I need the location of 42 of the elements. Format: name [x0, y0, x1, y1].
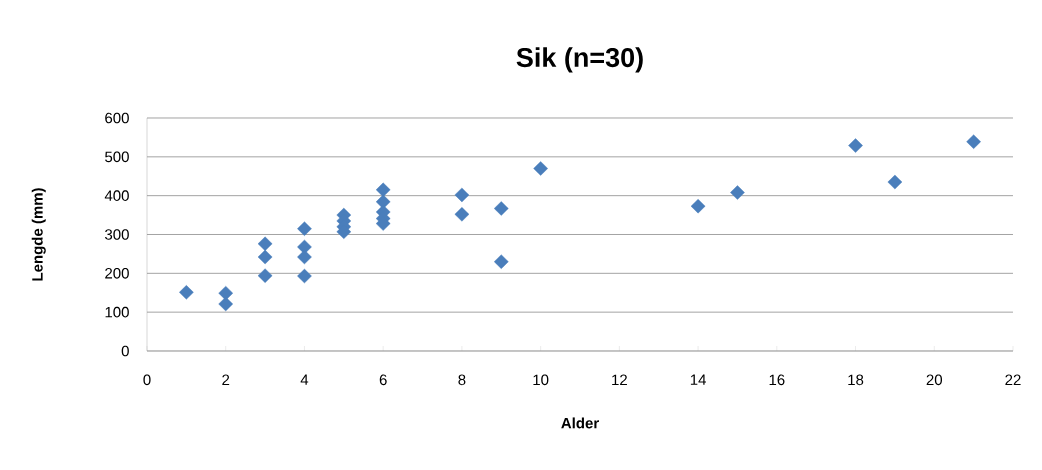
chart-title: Sik (n=30) [516, 47, 643, 73]
y-tick-label: 0 [121, 345, 129, 357]
point [297, 268, 312, 284]
point [218, 285, 234, 301]
y-tick-label: 400 [104, 190, 129, 201]
point [375, 182, 391, 198]
x-tick-label: 16 [769, 374, 785, 386]
y-tick-label: 300 [105, 229, 129, 240]
y-tick-label: 200 [105, 268, 129, 279]
point [454, 207, 470, 222]
x-tick-label: 8 [458, 374, 466, 386]
point [257, 236, 273, 252]
x-tick-label: 18 [848, 374, 864, 386]
x-tick-label: 14 [690, 374, 706, 385]
x-tick-label: 2 [222, 374, 230, 385]
point [730, 185, 745, 200]
x-tick-label: 10 [533, 374, 549, 386]
y-tick-label: 500 [105, 151, 129, 163]
point [493, 201, 509, 216]
point [690, 198, 706, 214]
y-tick-label: 100 [105, 306, 129, 318]
point [966, 134, 981, 149]
x-tick-label: 0 [143, 374, 151, 386]
point [887, 174, 903, 190]
point [257, 268, 273, 283]
x-tick-label: 20 [926, 374, 943, 386]
point [297, 221, 312, 236]
x-tick-label: 4 [300, 374, 309, 385]
point [297, 249, 312, 265]
y-tick-label: 600 [105, 112, 129, 124]
point [454, 187, 470, 203]
point [257, 249, 273, 265]
point [218, 296, 234, 312]
x-tick-label: 12 [612, 374, 627, 385]
point [493, 254, 509, 269]
point [848, 138, 863, 153]
x-tick-label: 22 [1005, 374, 1021, 385]
point [533, 161, 548, 176]
y-axis-title: Lengde (mm) [31, 188, 46, 281]
point [179, 285, 194, 300]
x-tick-label: 6 [379, 374, 387, 386]
x-axis-title: Alder [561, 417, 599, 429]
